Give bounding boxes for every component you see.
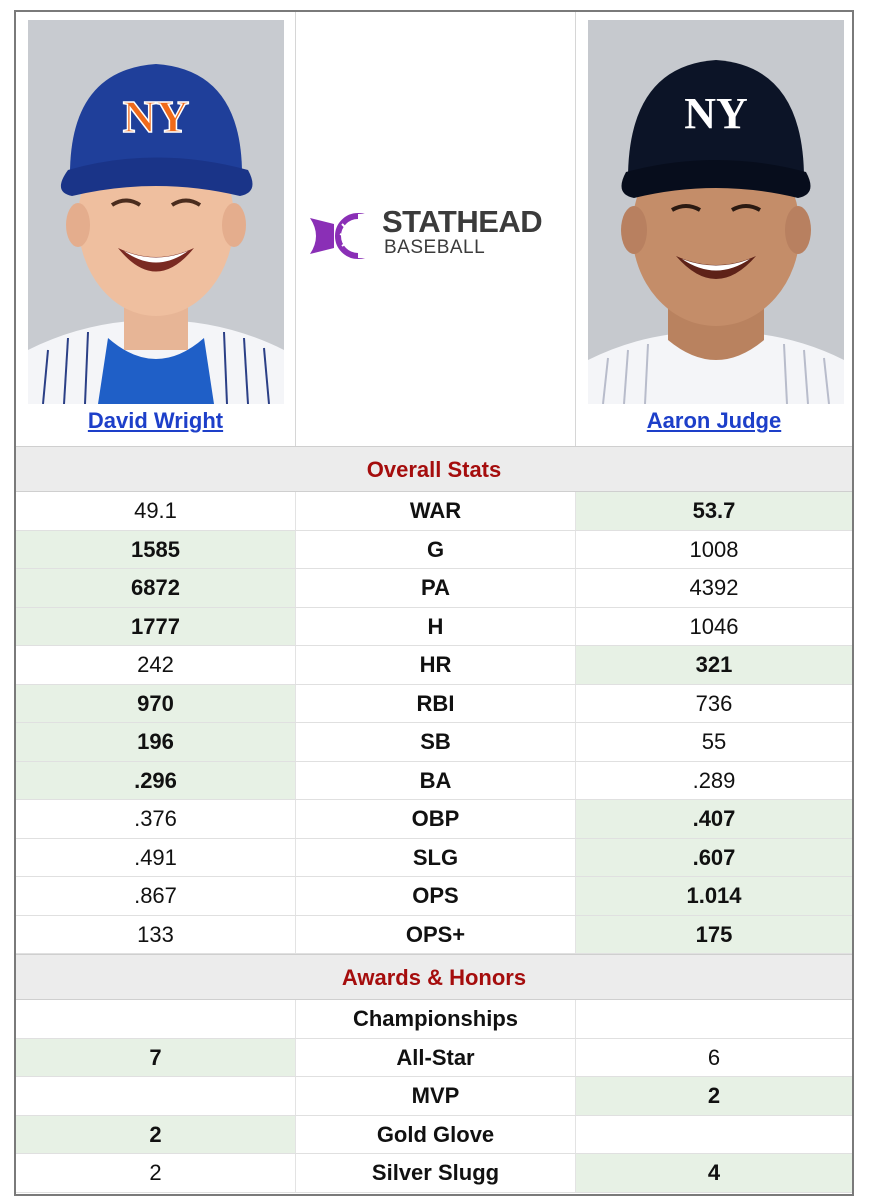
- stat-row-gold-glove: 2 Gold Glove: [16, 1115, 852, 1154]
- left-value: 2: [16, 1154, 296, 1192]
- svg-text:NY: NY: [684, 89, 748, 138]
- stat-label: RBI: [296, 684, 576, 722]
- left-value: 133: [16, 915, 296, 953]
- right-player-name-link[interactable]: Aaron Judge: [646, 408, 782, 433]
- stat-label: WAR: [296, 492, 576, 530]
- right-value: 4392: [689, 575, 739, 600]
- players-header: NY David Wright STATHEAD BASEBALL: [16, 12, 852, 447]
- logo-column: STATHEAD BASEBALL: [296, 12, 576, 446]
- left-value: 49.1: [16, 492, 296, 530]
- stat-label: MVP: [296, 1077, 576, 1115]
- right-value: .407: [576, 800, 852, 838]
- left-value: .867: [16, 877, 296, 915]
- stathead-logo: STATHEAD BASEBALL: [308, 202, 564, 266]
- stat-label: G: [296, 530, 576, 568]
- stat-row-rbi: 970 RBI 736: [16, 684, 852, 723]
- left-value: .491: [16, 838, 296, 876]
- stat-label: Championships: [296, 1000, 576, 1038]
- right-value: .289: [692, 767, 736, 793]
- david-wright-photo: NY: [28, 20, 284, 404]
- left-value: [16, 1000, 296, 1038]
- stat-label: OPS: [296, 877, 576, 915]
- stat-row-silver-slugg: 2 Silver Slugg 4: [16, 1154, 852, 1193]
- overall-stats-header: Overall Stats: [16, 446, 852, 492]
- left-value: 6872: [16, 569, 296, 607]
- stat-row-mvp: MVP 2: [16, 1077, 852, 1116]
- stat-row-pa: 6872 PA 4392: [16, 569, 852, 608]
- left-value: 7: [16, 1038, 296, 1076]
- stat-row-obp: .376 OBP .407: [16, 800, 852, 839]
- stat-label: SB: [296, 723, 576, 761]
- stat-row-slg: .491 SLG .607: [16, 838, 852, 877]
- left-value: 1777: [16, 607, 296, 645]
- stat-label: Gold Glove: [296, 1115, 576, 1153]
- logo-subtitle: BASEBALL: [384, 237, 486, 258]
- stat-row-championships: Championships: [16, 1000, 852, 1039]
- stat-label: SLG: [296, 838, 576, 876]
- left-value: 242: [16, 646, 296, 684]
- aaron-judge-photo: NY: [588, 20, 844, 404]
- comparison-card: NY David Wright STATHEAD BASEBALL: [14, 10, 854, 1196]
- right-value: 321: [576, 646, 852, 684]
- right-value: 53.7: [576, 492, 852, 530]
- stat-row-ops: .867 OPS 1.014: [16, 877, 852, 916]
- left-value: [16, 1077, 296, 1115]
- right-value: 2: [576, 1077, 852, 1115]
- left-value: .376: [16, 800, 296, 838]
- left-value: .296: [16, 761, 296, 799]
- left-value: 2: [16, 1115, 296, 1153]
- stat-row-sb: 196 SB 55: [16, 723, 852, 762]
- right-value: 55: [701, 729, 727, 754]
- stat-label: OPS+: [296, 915, 576, 953]
- stat-label: All-Star: [296, 1038, 576, 1076]
- right-value: 1008: [689, 536, 739, 562]
- stat-label: OBP: [296, 800, 576, 838]
- left-player-name-link[interactable]: David Wright: [87, 408, 224, 433]
- stat-label: HR: [296, 646, 576, 684]
- stat-label: H: [296, 607, 576, 645]
- right-value: 4: [576, 1154, 852, 1192]
- stat-row-war: 49.1 WAR 53.7: [16, 492, 852, 531]
- left-value: 196: [16, 723, 296, 761]
- right-value: 1046: [689, 613, 739, 639]
- stat-row-ba: .296 BA .289: [16, 761, 852, 800]
- stat-label: PA: [296, 569, 576, 607]
- right-value: 175: [576, 915, 852, 953]
- stat-label: BA: [296, 761, 576, 799]
- right-value: [576, 1000, 852, 1038]
- right-player-column: NY Aaron Judge: [576, 12, 852, 446]
- right-value: .607: [576, 838, 852, 876]
- stat-row-hr: 242 HR 321: [16, 646, 852, 685]
- stat-row-ops-: 133 OPS+ 175: [16, 915, 852, 954]
- stat-label: Silver Slugg: [296, 1154, 576, 1192]
- right-value: 6: [707, 1044, 721, 1070]
- right-value: 1.014: [576, 877, 852, 915]
- stat-row-h: 1777 H 1046: [16, 607, 852, 646]
- awards-header: Awards & Honors: [16, 954, 852, 1000]
- stathead-baseball-icon: [310, 213, 380, 259]
- stat-row-all-star: 7 All-Star 6: [16, 1038, 852, 1077]
- svg-text:NY: NY: [123, 91, 189, 142]
- logo-wordmark: STATHEAD: [382, 204, 543, 239]
- right-value: 736: [695, 690, 733, 716]
- left-value: 970: [16, 684, 296, 722]
- right-value: [576, 1116, 852, 1154]
- stat-row-g: 1585 G 1008: [16, 530, 852, 569]
- left-value: 1585: [16, 530, 296, 568]
- left-player-column: NY David Wright: [16, 12, 296, 446]
